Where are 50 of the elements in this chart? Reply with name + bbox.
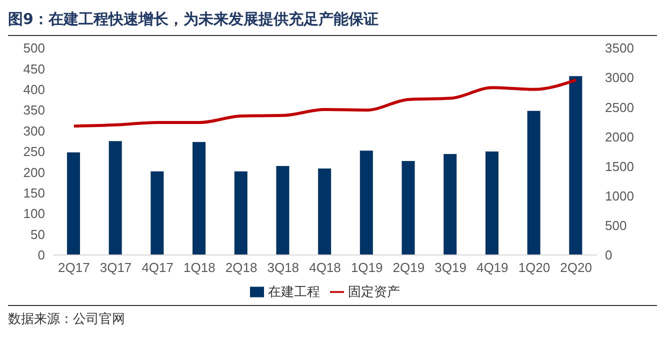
bar <box>444 154 457 255</box>
x-tick-label: 2Q18 <box>225 260 258 276</box>
x-tick-label: 1Q20 <box>518 260 550 276</box>
x-tick-label: 3Q19 <box>434 260 466 276</box>
y-tick-label: 500 <box>23 40 45 56</box>
y2-tick-label: 3500 <box>605 40 634 56</box>
y-tick-label: 400 <box>23 82 45 98</box>
x-tick-label: 2Q20 <box>560 260 592 276</box>
y-tick-label: 450 <box>23 61 45 76</box>
bar <box>318 168 332 255</box>
bar <box>192 142 206 255</box>
y2-tick-label: 2000 <box>605 129 634 144</box>
bar <box>360 150 373 255</box>
x-tick-label: 4Q19 <box>476 260 508 276</box>
bar <box>234 171 248 255</box>
x-tick-label: 3Q18 <box>267 260 300 276</box>
bar <box>150 171 164 255</box>
x-tick-label: 4Q18 <box>309 260 341 276</box>
y-tick-label: 100 <box>23 206 45 222</box>
y-tick-label: 250 <box>23 144 45 160</box>
legend-label: 固定资产 <box>348 285 400 300</box>
source-note: 数据来源：公司官网 <box>8 311 126 328</box>
bar <box>276 166 290 255</box>
y-tick-label: 50 <box>30 226 45 242</box>
legend-label: 在建工程 <box>268 285 320 300</box>
y-tick-label: 0 <box>38 248 45 263</box>
y2-tick-label: 0 <box>605 248 612 263</box>
y2-tick-label: 3000 <box>605 70 634 86</box>
x-tick-label: 4Q17 <box>142 260 174 276</box>
x-tick-label: 2Q17 <box>58 260 90 276</box>
bar <box>402 161 415 255</box>
y2-tick-label: 1000 <box>605 188 634 204</box>
y-tick-label: 200 <box>23 164 45 180</box>
y-tick-label: 300 <box>23 123 45 138</box>
y2-tick-label: 500 <box>605 218 627 234</box>
y-tick-label: 150 <box>23 186 45 201</box>
bar <box>67 152 80 255</box>
line-series <box>72 78 578 128</box>
x-tick-label: 1Q18 <box>184 260 216 276</box>
bar <box>108 141 122 255</box>
bar <box>569 76 582 255</box>
x-tick-label: 3Q17 <box>100 260 132 276</box>
x-tick-label: 1Q19 <box>350 260 383 276</box>
y-tick-label: 350 <box>23 102 45 118</box>
chart-title: 图9：在建工程快速增长，为未来发展提供充足产能保证 <box>8 8 657 36</box>
bar <box>527 110 540 255</box>
x-tick-label: 2Q19 <box>392 260 425 276</box>
y2-tick-label: 2500 <box>605 100 634 115</box>
bar <box>485 152 498 255</box>
y2-tick-label: 1500 <box>605 158 634 174</box>
